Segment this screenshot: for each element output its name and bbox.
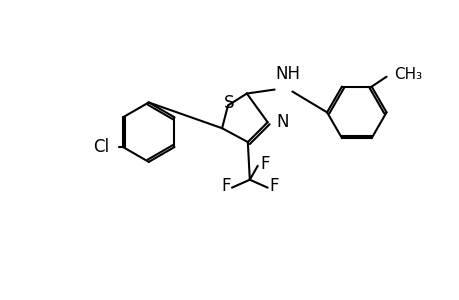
Text: F: F: [221, 177, 230, 195]
Text: NH: NH: [275, 64, 300, 82]
Text: F: F: [269, 177, 279, 195]
Text: Cl: Cl: [93, 138, 109, 156]
Text: CH₃: CH₃: [394, 67, 422, 82]
Text: N: N: [276, 113, 288, 131]
Text: S: S: [223, 94, 234, 112]
Text: F: F: [259, 155, 269, 173]
